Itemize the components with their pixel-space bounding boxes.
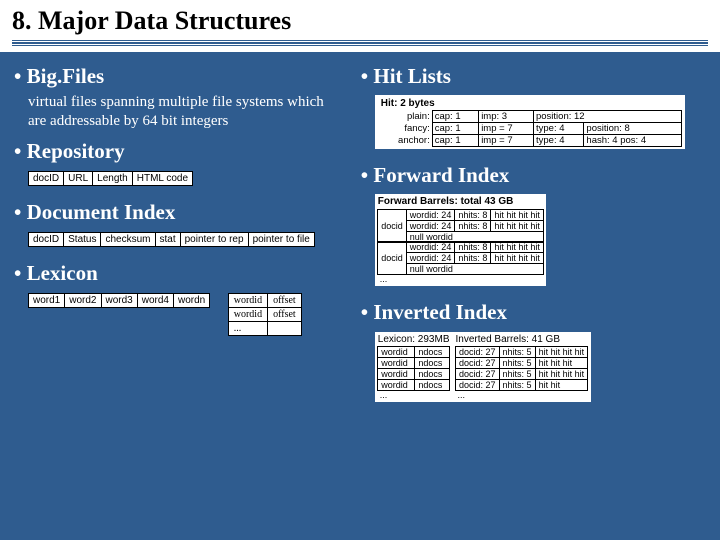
repository-figure: docID URL Length HTML code bbox=[28, 171, 193, 186]
repo-cell: URL bbox=[63, 171, 93, 186]
ellipsis: ... bbox=[456, 390, 588, 400]
lex-word: word4 bbox=[137, 293, 174, 308]
lexicon-words: word1 word2 word3 word4 wordn bbox=[28, 293, 210, 308]
lex-cell bbox=[267, 321, 302, 336]
docidx-cell: pointer to rep bbox=[180, 232, 249, 247]
repository-heading: • Repository bbox=[14, 139, 343, 164]
docidx-cell: pointer to file bbox=[248, 232, 315, 247]
hitlists-figure: Hit: 2 bytes plain: cap: 1 imp: 3 positi… bbox=[375, 95, 685, 149]
repo-cell: Length bbox=[92, 171, 133, 186]
hit-row: plain: cap: 1 imp: 3 position: 12 bbox=[378, 111, 682, 123]
lex-word: word2 bbox=[64, 293, 101, 308]
inv-barrels: Inverted Barrels: 41 GB docid: 27nhits: … bbox=[456, 334, 588, 400]
left-column: • Big.Files virtual files spanning multi… bbox=[14, 60, 343, 406]
lex-cell: ... bbox=[228, 321, 268, 336]
bigfiles-desc: virtual files spanning multiple file sys… bbox=[28, 93, 343, 131]
fwd-title: Forward Barrels: total 43 GB bbox=[378, 196, 544, 209]
title-divider bbox=[0, 40, 720, 52]
repo-cell: docID bbox=[28, 171, 64, 186]
hit-title: Hit: 2 bytes bbox=[378, 97, 682, 110]
forward-heading: • Forward Index bbox=[361, 163, 706, 188]
lexicon-heading: • Lexicon bbox=[14, 261, 343, 286]
slide-content: • Big.Files virtual files spanning multi… bbox=[0, 52, 720, 414]
lex-cell: offset bbox=[267, 307, 302, 322]
slide-title: 8. Major Data Structures bbox=[12, 6, 708, 36]
docidx-cell: docID bbox=[28, 232, 64, 247]
bigfiles-heading: • Big.Files bbox=[14, 64, 343, 89]
lex-word: wordn bbox=[173, 293, 210, 308]
fwd-block: docid wordid: 24 nhits: 8 hit hit hit hi… bbox=[378, 209, 544, 242]
docidx-cell: checksum bbox=[100, 232, 155, 247]
right-column: • Hit Lists Hit: 2 bytes plain: cap: 1 i… bbox=[361, 60, 706, 406]
inv-lexicon: Lexicon: 293MB wordidndocs wordidndocs w… bbox=[378, 334, 450, 400]
docidx-cell: Status bbox=[63, 232, 101, 247]
docindex-heading: • Document Index bbox=[14, 200, 343, 225]
hit-row: anchor: cap: 1 imp = 7 type: 4 hash: 4 p… bbox=[378, 135, 682, 147]
fwd-block: docid wordid: 24 nhits: 8 hit hit hit hi… bbox=[378, 241, 544, 274]
hitlists-heading: • Hit Lists bbox=[361, 64, 706, 89]
inverted-figure: Lexicon: 293MB wordidndocs wordidndocs w… bbox=[375, 332, 591, 402]
forward-figure: Forward Barrels: total 43 GB docid wordi… bbox=[375, 194, 547, 286]
lex-cell: wordid bbox=[228, 293, 268, 308]
docidx-cell: stat bbox=[155, 232, 181, 247]
ellipsis: ... bbox=[378, 390, 450, 400]
lex-word: word1 bbox=[28, 293, 65, 308]
ellipsis: ... bbox=[378, 274, 544, 284]
hit-row: fancy: cap: 1 imp = 7 type: 4 position: … bbox=[378, 123, 682, 135]
lex-word: word3 bbox=[101, 293, 138, 308]
lex-cell: wordid bbox=[228, 307, 268, 322]
docindex-figure: docID Status checksum stat pointer to re… bbox=[28, 232, 315, 247]
lex-cell: offset bbox=[267, 293, 302, 308]
lexicon-table: wordid offset wordid offset ... bbox=[228, 293, 301, 335]
title-bar: 8. Major Data Structures bbox=[0, 0, 720, 40]
repo-cell: HTML code bbox=[132, 171, 193, 186]
inverted-heading: • Inverted Index bbox=[361, 300, 706, 325]
